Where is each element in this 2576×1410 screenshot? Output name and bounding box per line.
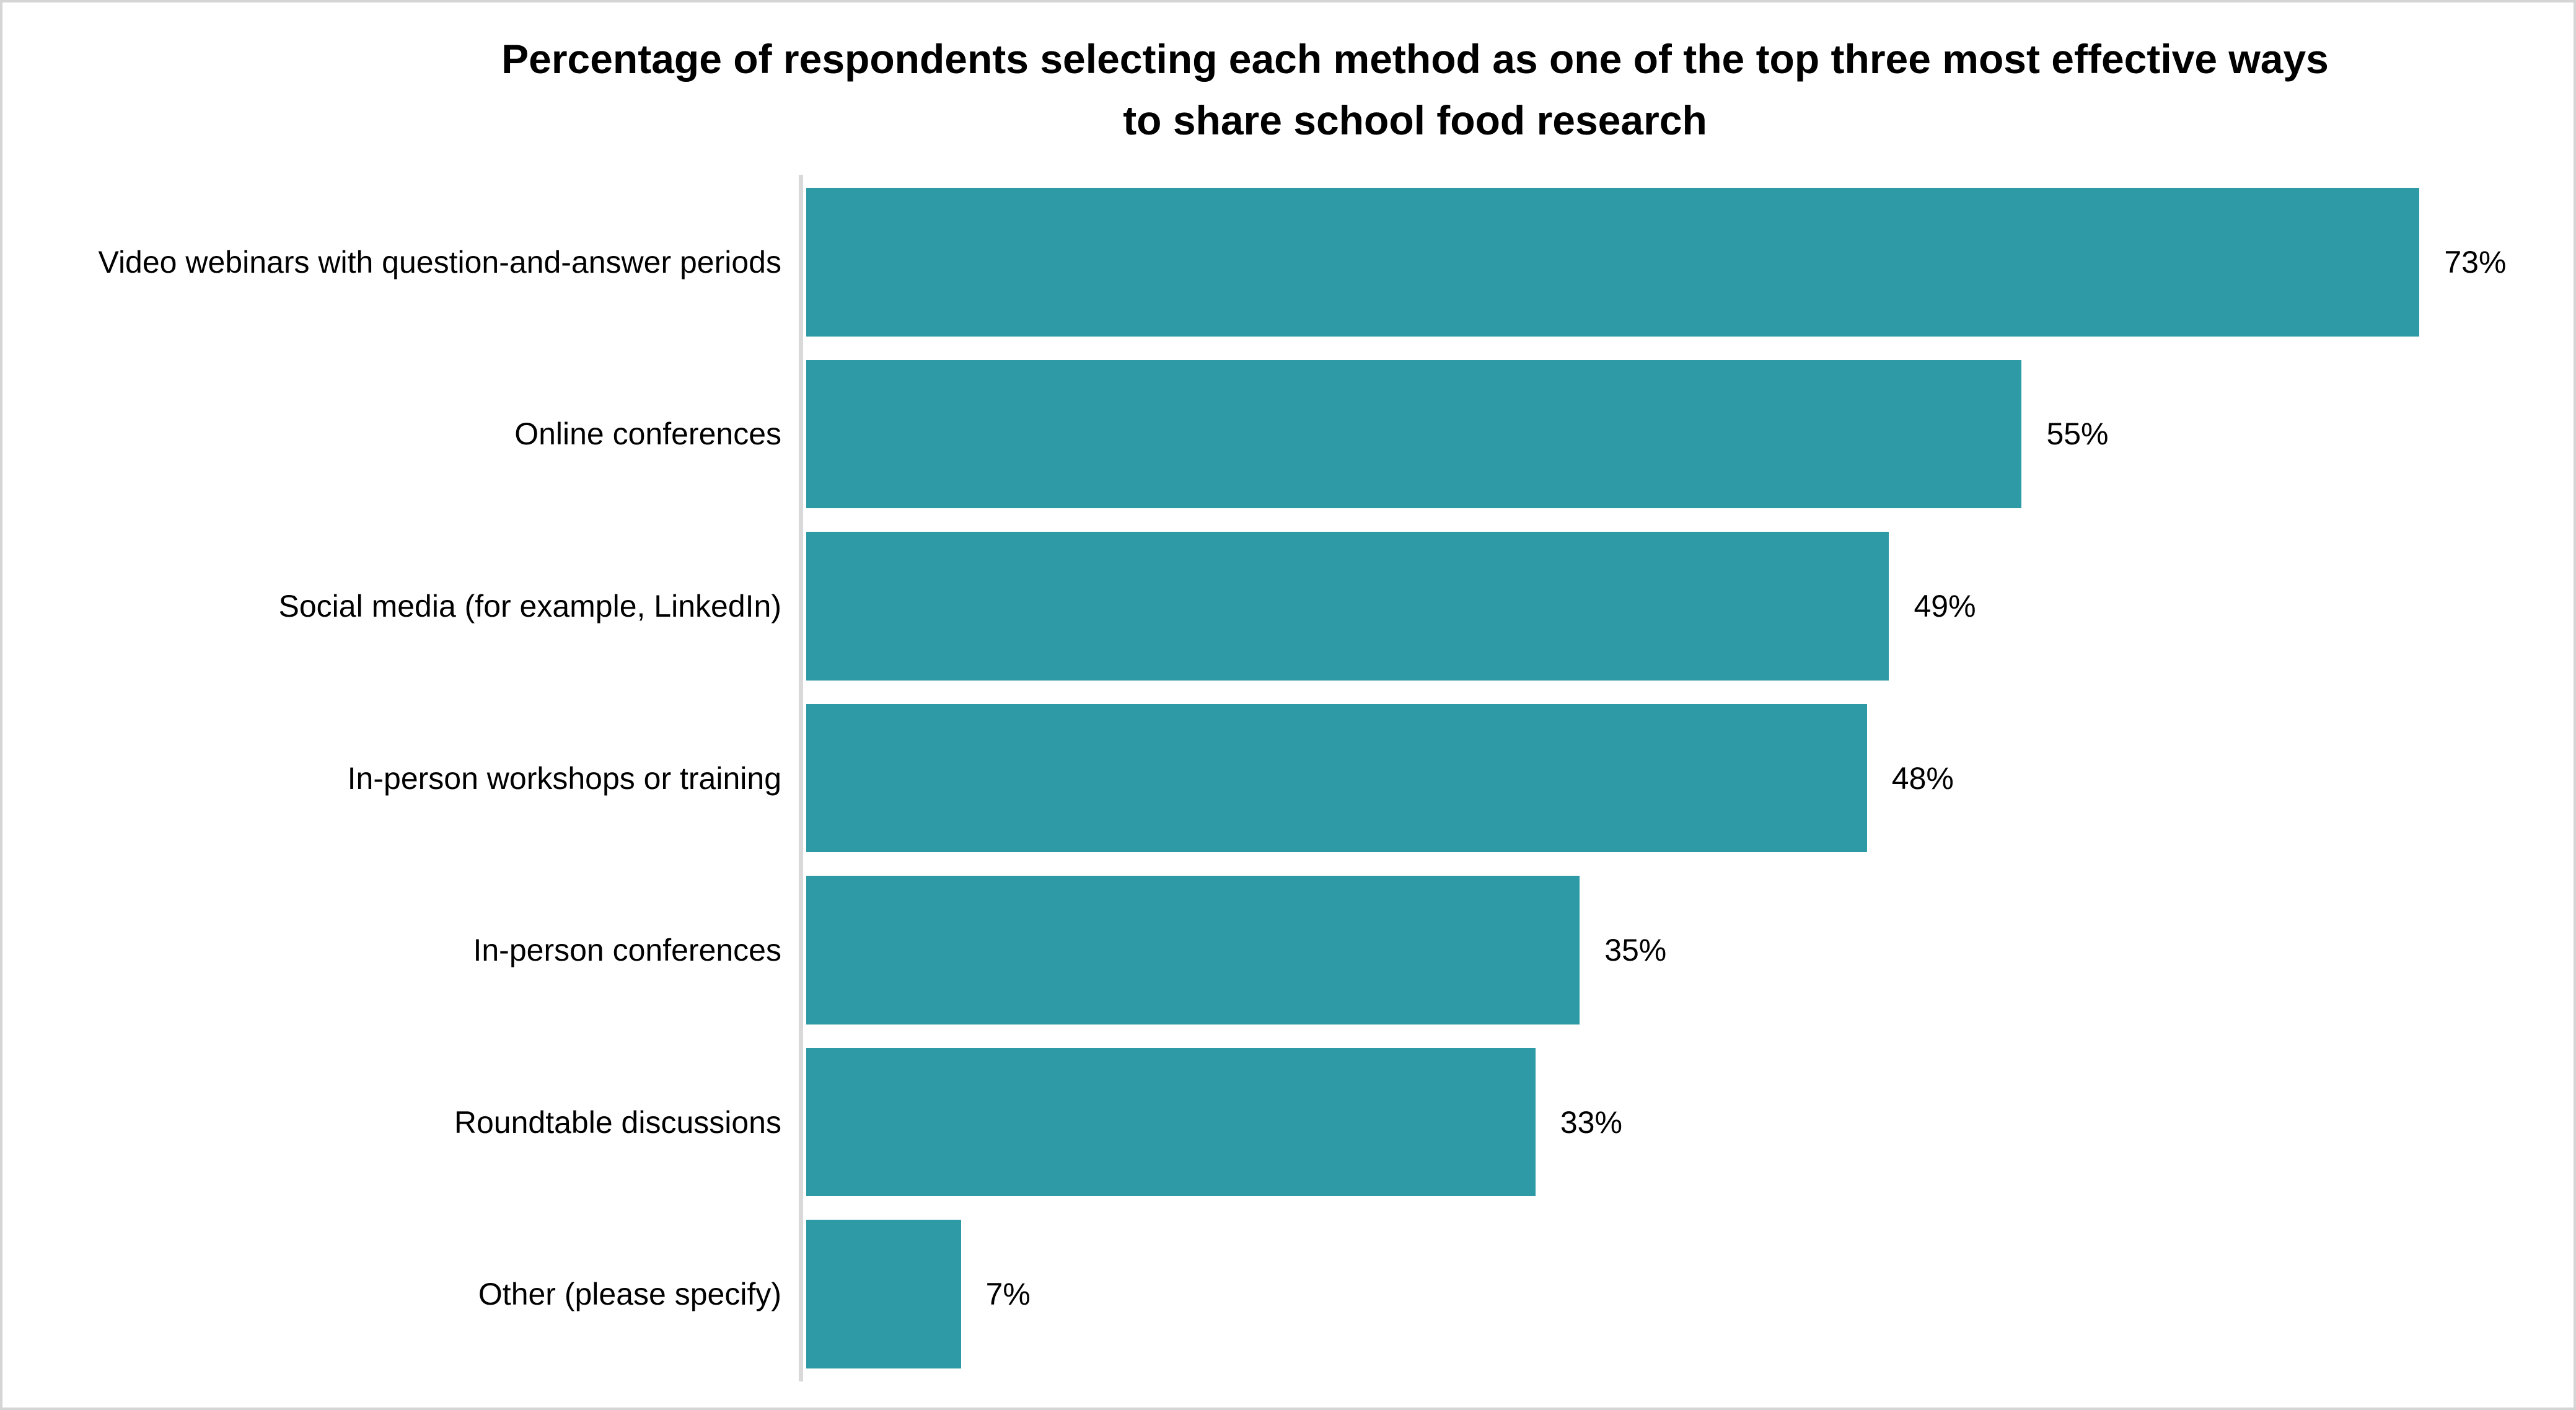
category-label: Video webinars with question-and-answer … — [98, 244, 782, 280]
value-label: 33% — [1560, 1104, 1622, 1140]
chart-title: Percentage of respondents selecting each… — [266, 29, 2564, 151]
bar — [806, 532, 1889, 681]
category-label: Other (please specify) — [478, 1277, 781, 1312]
category-label: In-person conferences — [473, 933, 781, 968]
bar — [806, 188, 2420, 337]
bar-row: Online conferences 55% — [514, 348, 2574, 521]
category-label: In-person workshops or training — [347, 760, 781, 796]
bar — [806, 1047, 1536, 1197]
value-label: 73% — [2444, 244, 2507, 280]
value-label: 7% — [985, 1277, 1031, 1312]
bar-row: Other (please specify) 7% — [478, 1208, 2574, 1380]
bar — [806, 359, 2022, 509]
bar — [806, 876, 1580, 1024]
bar-row: In-person conferences 35% — [473, 864, 2574, 1036]
category-label: Roundtable discussions — [454, 1104, 781, 1140]
plot-area: Video webinars with question-and-answer … — [99, 176, 2574, 1380]
bar-row: Roundtable discussions 33% — [454, 1036, 2574, 1209]
bar — [806, 1220, 961, 1369]
chart-title-line1: Percentage of respondents selecting each… — [501, 36, 2329, 82]
chart-title-line2: to share school food research — [1123, 97, 1707, 143]
bar-row: Video webinars with question-and-answer … — [99, 176, 2574, 348]
bar-row: Social media (for example, LinkedIn) 49% — [279, 520, 2574, 692]
bar-row: In-person workshops or training 48% — [348, 692, 2574, 865]
value-label: 49% — [1914, 588, 1976, 623]
category-label: Online conferences — [514, 416, 781, 452]
value-label: 48% — [1891, 760, 1954, 796]
value-label: 35% — [1604, 933, 1667, 968]
value-label: 55% — [2046, 416, 2109, 452]
y-axis-line — [799, 175, 803, 1381]
bar — [806, 703, 1867, 853]
category-label: Social media (for example, LinkedIn) — [278, 588, 782, 623]
